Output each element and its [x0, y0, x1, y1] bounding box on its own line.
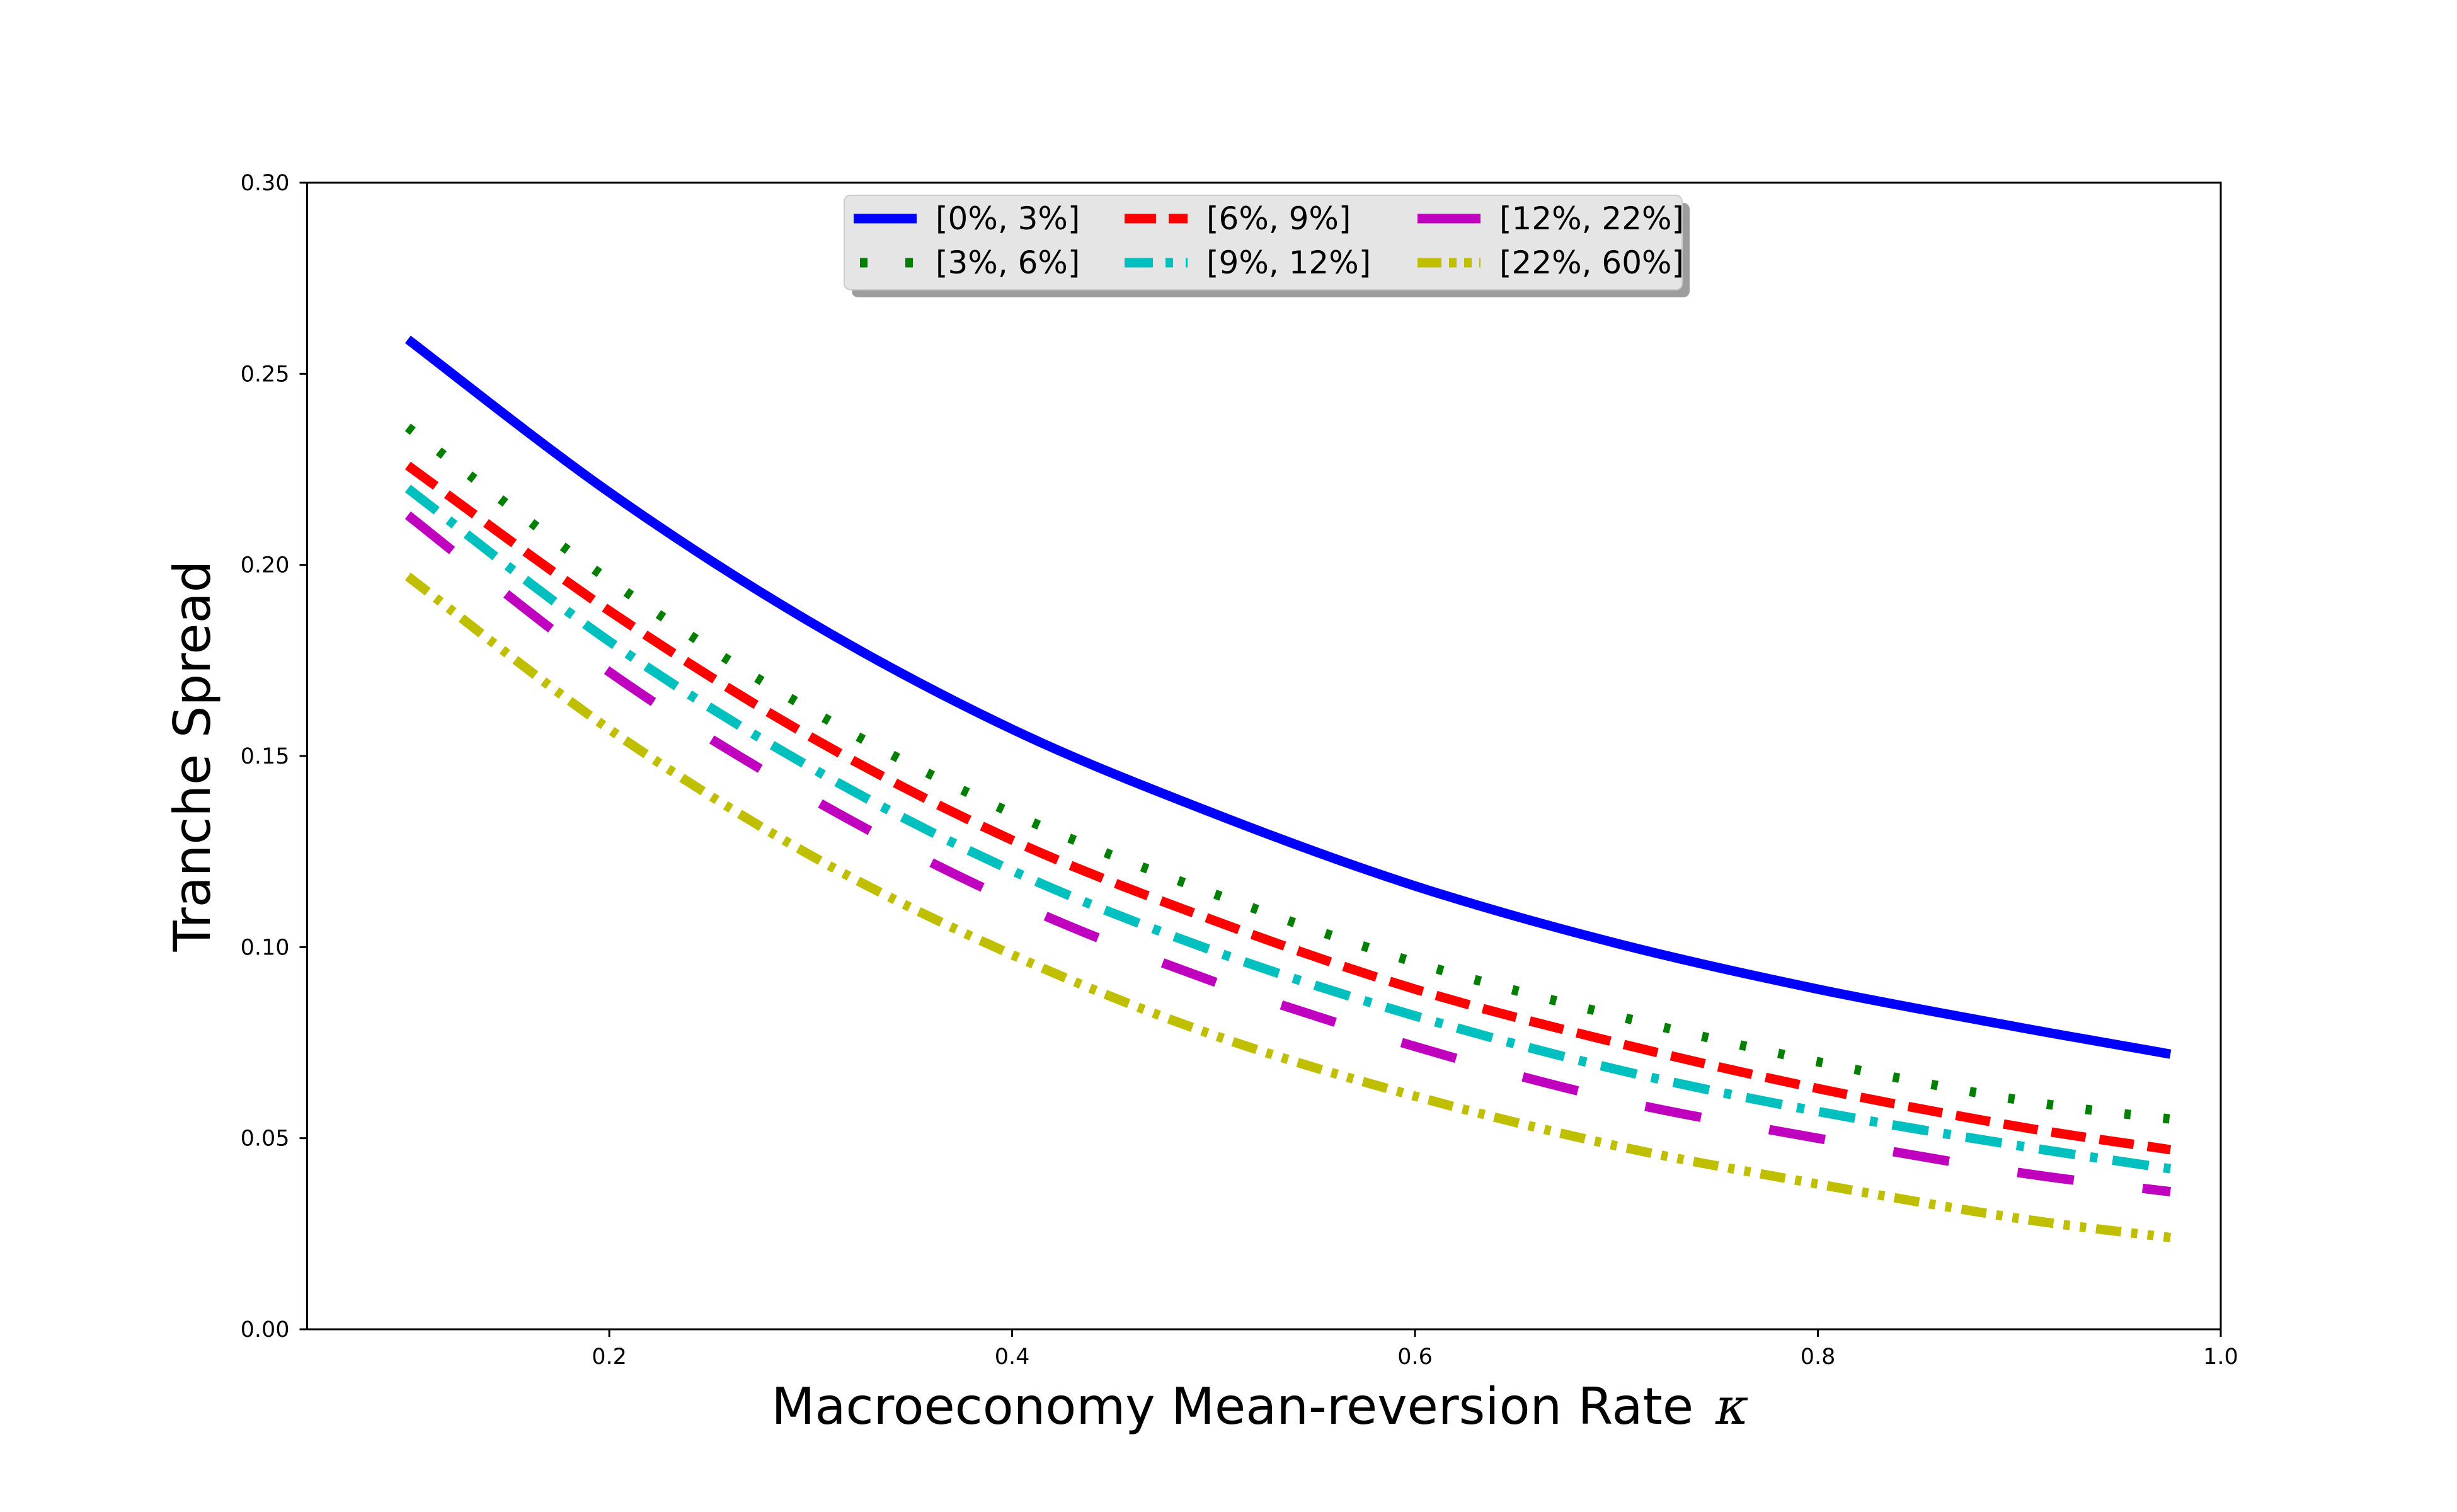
legend-item-3: [6%, 9%]	[1125, 200, 1351, 237]
x-tick-label: 0.6	[1397, 1344, 1433, 1370]
legend-item-1: [0%, 3%]	[854, 200, 1080, 237]
y-axis-label: Tranche Spread	[163, 561, 222, 953]
x-tick-label: 0.2	[592, 1344, 627, 1370]
series-layer	[404, 335, 2172, 1242]
series-line-3	[405, 461, 2172, 1155]
y-tick-label: 0.10	[241, 935, 290, 960]
x-tick-label: 1.0	[2203, 1344, 2238, 1370]
legend-label: [9%, 12%]	[1206, 244, 1371, 281]
y-tick-label: 0.05	[241, 1126, 290, 1152]
series-line-5	[404, 511, 2172, 1197]
y-tick-label: 0.15	[241, 744, 290, 769]
legend-item-2: [3%, 6%]	[860, 244, 1080, 281]
legend: [0%, 3%] [3%, 6%] [6%, 9%] [9%, 12%] [12%, 2…	[844, 195, 1690, 297]
series-line-1	[404, 335, 2172, 1059]
legend-label: [0%, 3%]	[936, 200, 1080, 237]
legend-label: [12%, 22%]	[1499, 200, 1684, 237]
ticks-layer: 0.2 0.4 0.6 0.8 1.0 0.00 0.05 0.10 0.15 0.20 0.25 0…	[241, 171, 2238, 1370]
x-axis-label: Macroeconomy Mean-reversion Rate κ	[771, 1377, 1748, 1436]
legend-item-4: [9%, 12%]	[1125, 244, 1371, 281]
legend-label: [6%, 9%]	[1206, 200, 1351, 237]
legend-item-5: [12%, 22%]	[1418, 200, 1684, 237]
y-tick-label: 0.00	[241, 1317, 290, 1343]
legend-label: [22%, 60%]	[1499, 244, 1684, 281]
y-tick-label: 0.30	[241, 171, 290, 196]
legend-label: [3%, 6%]	[936, 244, 1080, 281]
y-tick-label: 0.25	[241, 362, 290, 387]
series-line-6	[404, 572, 2172, 1242]
y-tick-label: 0.20	[241, 553, 290, 578]
x-tick-label: 0.8	[1801, 1344, 1836, 1370]
legend-items: [0%, 3%] [3%, 6%] [6%, 9%] [9%, 12%] [12%, 2…	[854, 200, 1684, 281]
x-tick-label: 0.4	[995, 1344, 1030, 1370]
legend-item-6: [22%, 60%]	[1418, 244, 1684, 281]
